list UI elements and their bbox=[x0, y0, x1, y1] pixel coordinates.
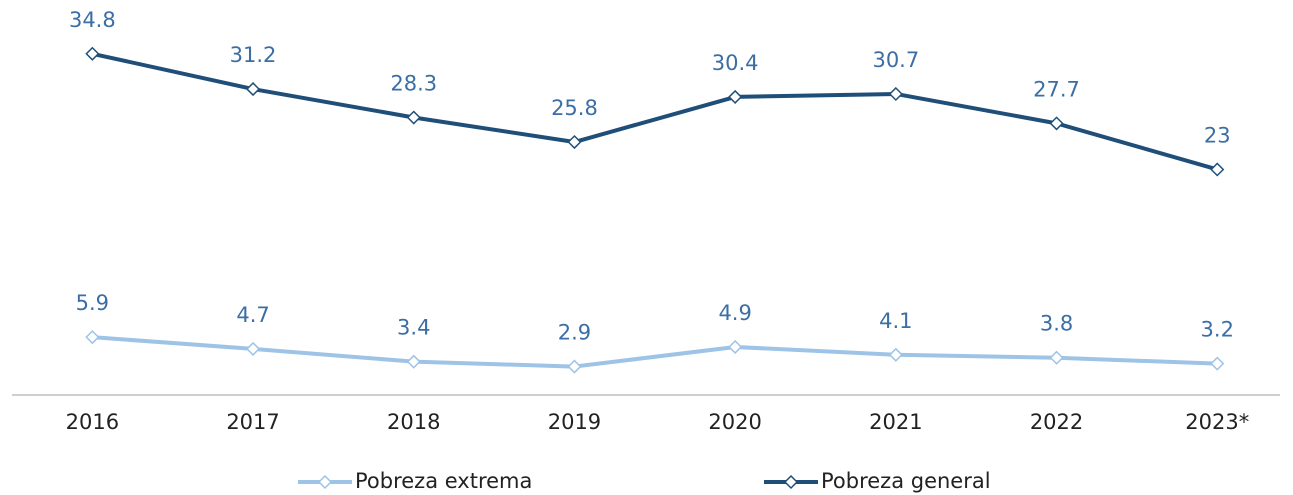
legend-marker bbox=[317, 474, 333, 490]
marker bbox=[888, 347, 903, 362]
x-tick-label: 2019 bbox=[548, 410, 601, 434]
x-tick-label: 2017 bbox=[226, 410, 279, 434]
series-line bbox=[92, 335, 1218, 369]
marker bbox=[406, 110, 421, 125]
legend-label: Pobreza extrema bbox=[355, 469, 532, 493]
legend-marker bbox=[783, 474, 799, 490]
marker bbox=[567, 134, 582, 150]
data-label: 30.7 bbox=[872, 48, 919, 72]
marker bbox=[1210, 356, 1225, 371]
data-label: 25.8 bbox=[551, 96, 598, 120]
x-tick-label: 2021 bbox=[869, 410, 922, 434]
legend-label: Pobreza general bbox=[821, 469, 991, 493]
data-label: 2.9 bbox=[558, 321, 591, 345]
data-label: 23 bbox=[1204, 123, 1231, 147]
marker bbox=[1210, 162, 1225, 177]
marker bbox=[728, 339, 743, 355]
marker bbox=[728, 89, 743, 104]
x-tick-label: 2018 bbox=[387, 410, 440, 434]
x-tick-label: 2022 bbox=[1030, 410, 1083, 434]
x-tick-label: 2023* bbox=[1185, 410, 1249, 434]
data-label: 3.2 bbox=[1201, 318, 1234, 342]
data-label: 5.9 bbox=[76, 291, 109, 315]
data-label: 4.1 bbox=[879, 309, 912, 333]
marker bbox=[245, 341, 261, 356]
data-label: 28.3 bbox=[390, 72, 437, 96]
data-label: 30.4 bbox=[712, 51, 759, 75]
data-label: 4.7 bbox=[236, 303, 269, 327]
x-tick-label: 2020 bbox=[708, 410, 761, 434]
marker bbox=[85, 46, 100, 61]
x-tick-label: 2016 bbox=[66, 410, 119, 434]
marker bbox=[85, 330, 100, 345]
marker bbox=[567, 359, 582, 374]
data-label: 4.9 bbox=[718, 301, 751, 325]
data-label: 31.2 bbox=[230, 43, 277, 67]
marker bbox=[1049, 350, 1064, 365]
marker bbox=[406, 354, 421, 369]
marker bbox=[1049, 116, 1064, 131]
marker bbox=[888, 86, 903, 102]
series-line bbox=[91, 51, 1218, 172]
data-label: 34.8 bbox=[69, 8, 116, 32]
marker bbox=[245, 82, 261, 97]
data-label: 27.7 bbox=[1033, 77, 1080, 101]
data-label: 3.8 bbox=[1040, 312, 1073, 336]
data-label: 3.4 bbox=[397, 316, 430, 340]
